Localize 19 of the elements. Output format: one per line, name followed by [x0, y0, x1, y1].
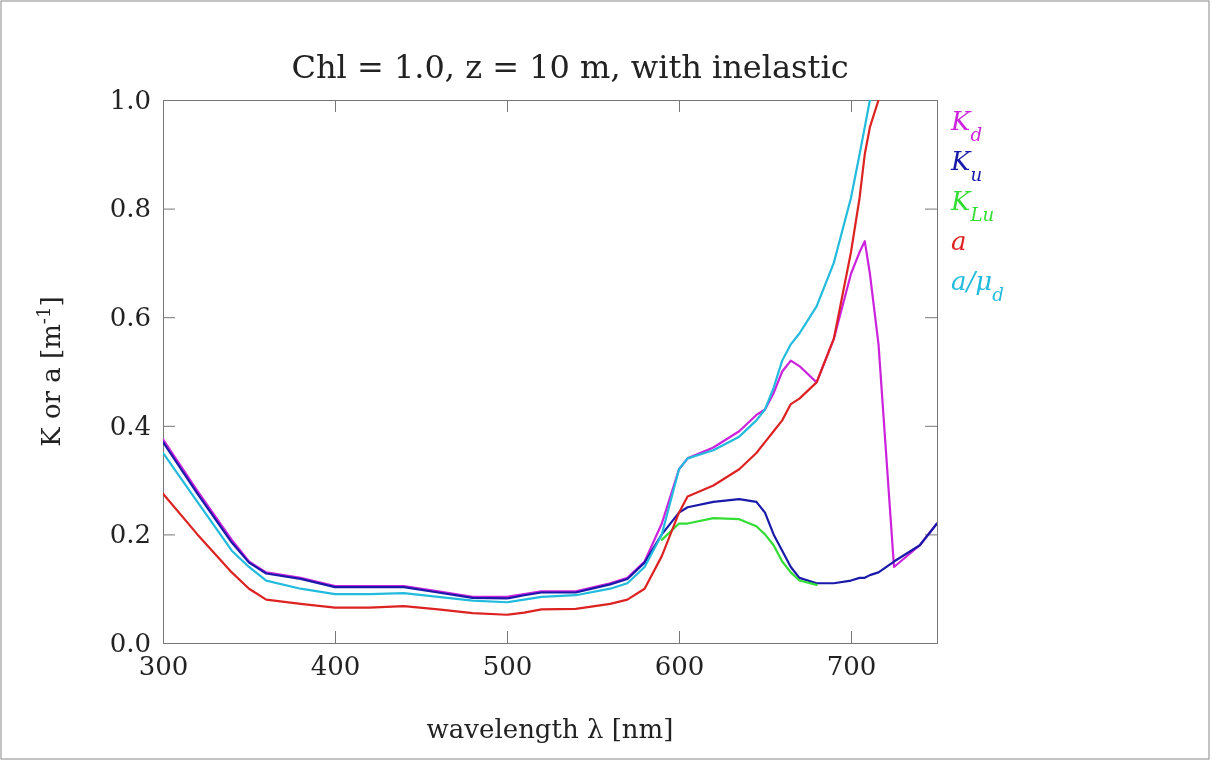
line-series: [163, 440, 937, 600]
x-tick-label: 700: [826, 651, 877, 682]
y-tick-label: 0.8: [109, 193, 151, 224]
text: K$_{d}$: [950, 106, 983, 145]
y-tick-label: 0.4: [109, 410, 151, 441]
text: a: [951, 226, 967, 256]
text: K$_{u}$: [950, 146, 983, 185]
x-axis-title: wavelength λ [nm]: [426, 714, 674, 744]
y-tick-label: 1.0: [109, 84, 151, 115]
y-tick-label: 0.2: [109, 519, 151, 550]
x-tick-label: 300: [138, 651, 189, 682]
text: a/μ$_{d}$: [951, 266, 1004, 305]
line-series: [660, 517, 818, 586]
x-tick-label: 600: [654, 651, 705, 682]
chart-title: Chl = 1.0, z = 10 m, with inelastic: [291, 48, 849, 86]
text: K$_{Lu}$: [950, 186, 995, 225]
y-tick-label: 0.6: [109, 302, 151, 333]
x-tick-label: 500: [482, 651, 533, 682]
x-tick-label: 400: [310, 651, 361, 682]
